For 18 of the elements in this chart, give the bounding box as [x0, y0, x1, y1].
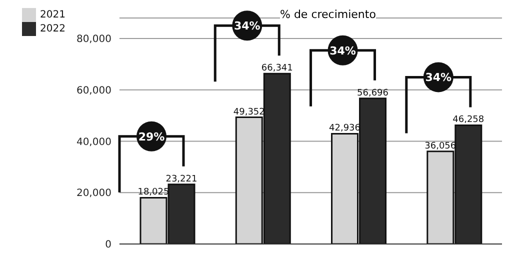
legend-label: 2022	[40, 24, 66, 35]
annotation: 34%	[330, 44, 356, 58]
annotation: 34%	[234, 20, 260, 33]
annotation: 34%	[425, 71, 452, 84]
data-label: 66,341	[261, 64, 293, 74]
y-tick-label: 40,000	[76, 136, 112, 148]
data-label: 23,221	[166, 174, 198, 184]
data-label: 49,352	[233, 107, 265, 118]
y-tick-label: 20,000	[76, 188, 112, 200]
annotation: 29%	[138, 130, 165, 144]
legend-label: 2021	[40, 10, 66, 21]
y-tick-label: 60,000	[76, 85, 112, 96]
y-tick-label: 80,000	[76, 34, 112, 46]
data-label: 56,696	[357, 88, 389, 98]
y-tick-label: 0	[105, 240, 112, 251]
annotation: % de crecimiento	[280, 8, 376, 21]
data-label: 18,025	[138, 188, 170, 198]
data-label: 46,258	[452, 115, 484, 126]
